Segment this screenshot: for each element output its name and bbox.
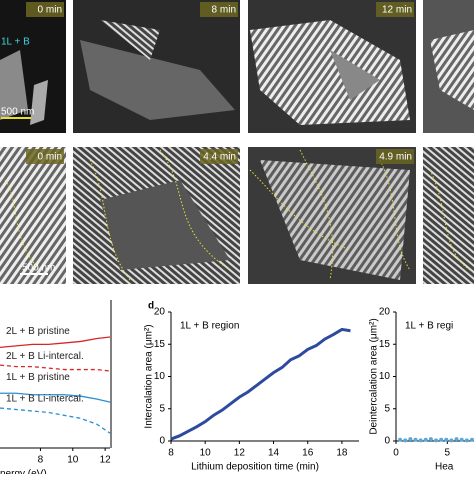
x-tick-label: 8 [168, 448, 174, 459]
point [408, 437, 413, 442]
time-label-bg [200, 2, 238, 17]
x-axis-label: Hea [435, 462, 454, 473]
series-line [0, 407, 111, 434]
y-tick-label: 20 [154, 307, 166, 318]
time-label: 12 min [382, 5, 412, 16]
point [469, 437, 474, 442]
point [403, 438, 408, 443]
y-tick-label: 10 [154, 371, 166, 382]
x-tick-label: 12 [234, 448, 246, 459]
y-tick-label: 15 [154, 339, 166, 350]
time-label-bg [26, 2, 64, 17]
time-label-bg [26, 149, 64, 164]
point [444, 437, 449, 442]
legend-entry: 1L + B pristine [6, 372, 70, 383]
point [418, 438, 423, 443]
point [464, 438, 469, 443]
region-label: 1L + B [1, 37, 30, 48]
time-label-bg [376, 2, 414, 17]
y-tick-label: 20 [379, 307, 391, 318]
image-labels: 0 min 1L + B 500 nm 8 min 12 min 0 min 500 nm 4… [1, 2, 414, 274]
y-axis-label: Deintercalation area (μm²) [369, 318, 380, 434]
time-label: 4.4 min [203, 152, 236, 163]
y-axis-label: Intercalation area (μm²) [144, 324, 155, 428]
annotation: 1L + B regi [405, 321, 453, 332]
micrographs [0, 0, 474, 284]
time-label: 0 min [38, 152, 62, 163]
legend-entry: 2L + B Li-intercal. [6, 351, 84, 362]
point [398, 437, 403, 442]
x-tick-label: 16 [302, 448, 314, 459]
time-label: 0 min [38, 5, 62, 16]
scale-label: 500 nm [22, 263, 55, 274]
time-label: 4.9 min [379, 152, 412, 163]
x-tick-label: 5 [445, 448, 451, 459]
series-line [0, 364, 111, 372]
x-tick-label: 10 [67, 455, 79, 466]
series-line [0, 392, 111, 403]
legend-entry: 1L + B Li-intercal. [6, 394, 84, 405]
point [449, 438, 454, 443]
panel-label: d [148, 301, 154, 312]
point [439, 437, 444, 442]
x-tick-label: 0 [393, 448, 399, 459]
series-line [0, 336, 111, 349]
x-tick-label: 8 [38, 455, 44, 466]
point [454, 437, 459, 442]
x-tick-label: 18 [336, 448, 348, 459]
y-tick-label: 5 [159, 403, 165, 414]
x-tick-label: 14 [268, 448, 280, 459]
y-tick-label: 5 [384, 403, 390, 414]
time-label-bg [200, 149, 238, 164]
scale-label: 500 nm [1, 107, 34, 118]
series-line [170, 327, 351, 441]
legend-entry: 2L + B pristine [6, 326, 70, 337]
x-axis-label: nergy (eV) [0, 469, 47, 474]
point [428, 437, 433, 442]
point [413, 437, 418, 442]
y-tick-label: 0 [159, 436, 165, 447]
annotation: 1L + B region [180, 321, 239, 332]
point [459, 437, 464, 442]
y-tick-label: 10 [379, 371, 391, 382]
time-label: 8 min [212, 5, 236, 16]
x-tick-label: 12 [100, 455, 112, 466]
y-tick-label: 15 [379, 339, 391, 350]
time-label-bg [376, 149, 414, 164]
x-axis-label: Lithium deposition time (min) [191, 462, 319, 473]
point [423, 437, 428, 442]
point [434, 438, 439, 443]
charts: 8 10 12 nergy (eV) 2L + B pristine 2L + B Li-… [0, 300, 474, 479]
y-tick-label: 0 [384, 436, 390, 447]
x-tick-label: 10 [200, 448, 212, 459]
